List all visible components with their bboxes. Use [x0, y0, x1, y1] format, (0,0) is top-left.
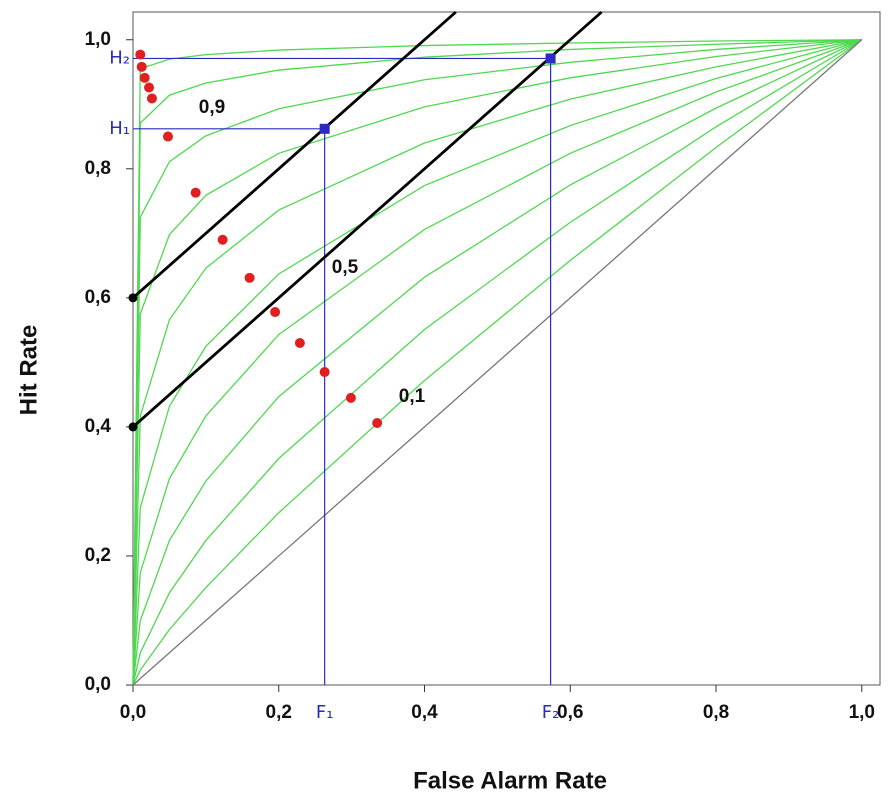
curve — [132, 39, 863, 686]
curve — [132, 39, 863, 686]
point — [190, 187, 201, 198]
criterion-x-label: F₂ — [542, 702, 560, 723]
point — [136, 61, 147, 72]
point — [270, 307, 281, 318]
x-tick-label: 1,0 — [849, 702, 875, 723]
point — [372, 418, 383, 429]
y-tick-label: 0,2 — [85, 545, 111, 566]
y-axis-label: Hit Rate — [15, 325, 42, 416]
curve — [132, 39, 862, 686]
reference-line — [132, 10, 603, 428]
intercept-dot — [128, 293, 138, 303]
x-axis-label: False Alarm Rate — [413, 767, 607, 794]
criterion-point — [545, 53, 556, 64]
reference-line — [132, 10, 457, 299]
x-tick-label: 0,2 — [266, 702, 292, 723]
y-tick-label: 0,6 — [85, 287, 111, 308]
point — [135, 49, 146, 60]
point — [139, 72, 150, 83]
x-tick-label: 0,0 — [120, 702, 146, 723]
intercept-dot — [128, 422, 138, 432]
point — [144, 82, 155, 93]
criterion-y-label: H₂ — [109, 47, 130, 68]
curve — [132, 39, 862, 686]
plot-frame — [132, 11, 881, 686]
point — [217, 234, 228, 245]
criterion-point — [319, 123, 330, 134]
curve — [132, 39, 862, 686]
annotation: 0,1 — [399, 386, 426, 407]
curve — [132, 39, 863, 686]
curve — [132, 39, 862, 686]
y-tick-label: 0,0 — [85, 674, 111, 695]
point — [162, 131, 173, 142]
annotation: 0,9 — [199, 97, 225, 118]
point — [345, 392, 356, 403]
curve — [132, 39, 863, 686]
curve — [132, 39, 862, 686]
point — [319, 367, 330, 378]
x-tick-label: 0,4 — [411, 702, 438, 723]
y-tick-label: 0,8 — [85, 158, 111, 179]
annotation: 0,5 — [332, 257, 359, 278]
criterion-y-label: H₁ — [109, 118, 130, 139]
y-tick-label: 1,0 — [85, 29, 111, 50]
x-tick-label: 0,8 — [703, 702, 729, 723]
y-tick-label: 0,4 — [85, 416, 112, 437]
point — [294, 338, 305, 349]
curve — [132, 39, 862, 686]
point — [244, 272, 255, 283]
curve — [132, 39, 863, 686]
criterion-x-label: F₁ — [316, 702, 334, 723]
point — [146, 93, 157, 104]
x-tick-label: 0,6 — [557, 702, 583, 723]
